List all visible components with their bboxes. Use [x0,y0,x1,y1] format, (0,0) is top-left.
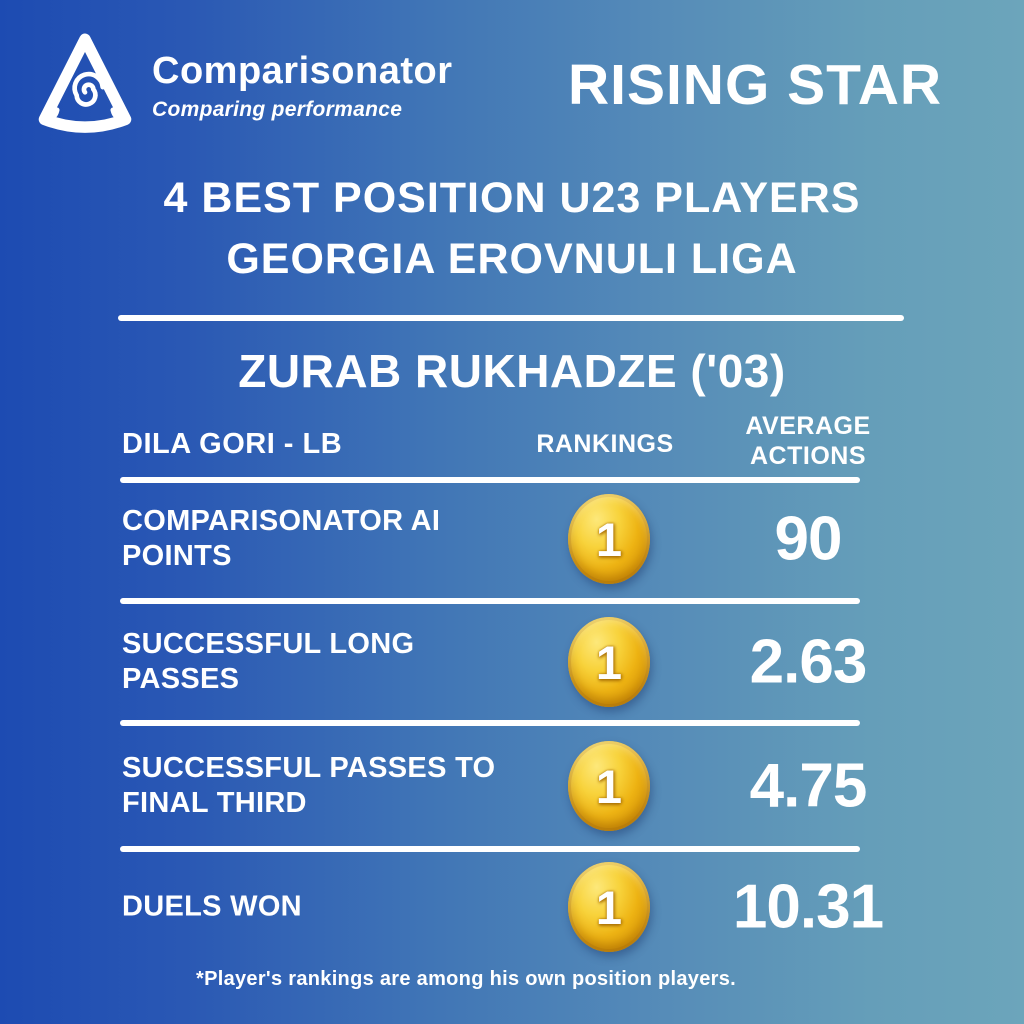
rank-number: 1 [595,759,623,813]
rank-number: 1 [595,880,623,934]
page-title: 4 BEST POSITION U23 PLAYERS GEORGIA EROV… [0,168,1024,290]
row-divider [120,598,860,604]
rank-number: 1 [595,635,623,689]
title-line-2: GEORGIA EROVNULI LIGA [226,235,798,283]
metric-value: 4.75 [749,751,868,821]
brand-name: Comparisonator [152,50,453,92]
title-line-1: 4 BEST POSITION U23 PLAYERS [163,174,861,222]
column-header-average-actions: AVERAGE ACTIONS [745,412,871,470]
metric-row-passes-final-third: SUCCESSFUL PASSES TO FINAL THIRD 1 4.75 [0,726,1024,846]
metric-row-duels-won: DUELS WON 1 10.31 [0,852,1024,962]
column-header-rankings: RANKINGS [536,430,674,458]
rising-star-badge: RISING STAR [567,53,943,117]
footnote: *Player's rankings are among his own pos… [195,968,736,990]
metric-label: COMPARISONATOR AI POINTS [122,505,441,572]
club-position-label: DILA GORI - LB [122,428,343,460]
brand-tagline: Comparing performance [152,98,403,121]
metric-label: DUELS WON [122,890,302,923]
rank-number: 1 [595,512,623,566]
comparisonator-logo-icon [33,32,137,136]
metric-value: 10.31 [732,872,884,942]
metric-value: 2.63 [749,627,868,697]
row-divider [120,846,860,852]
metric-label: SUCCESSFUL LONG PASSES [122,628,415,695]
player-name: ZURAB RUKHADZE ('03) [238,345,786,397]
title-divider [118,315,904,321]
gold-medal-icon: 1 [568,494,650,584]
metric-row-ai-points: COMPARISONATOR AI POINTS 1 90 [0,480,1024,598]
metric-row-long-passes: SUCCESSFUL LONG PASSES 1 2.63 [0,604,1024,720]
header-divider [120,477,860,483]
metric-label: SUCCESSFUL PASSES TO FINAL THIRD [122,752,496,819]
metric-value: 90 [774,504,843,574]
gold-medal-icon: 1 [568,617,650,707]
row-divider [120,720,860,726]
gold-medal-icon: 1 [568,741,650,831]
gold-medal-icon: 1 [568,862,650,952]
